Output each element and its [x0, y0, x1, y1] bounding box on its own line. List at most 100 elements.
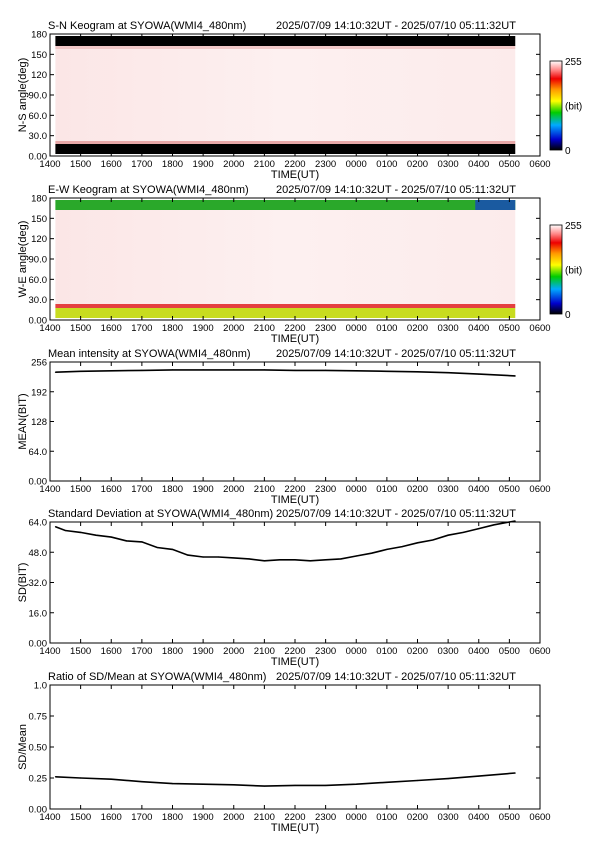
x-tick-label: 2300 [315, 159, 336, 170]
x-tick-label: 0600 [529, 323, 550, 334]
y-tick-label: 32.0 [29, 578, 48, 589]
panel-title: Ratio of SD/Mean at SYOWA(WMI4_480nm) [48, 671, 266, 683]
x-tick-label: 1600 [101, 159, 122, 170]
x-tick-label: 0300 [438, 323, 459, 334]
x-tick-label: 1800 [162, 646, 183, 657]
x-tick-label: 2100 [254, 159, 275, 170]
data-point [54, 371, 57, 373]
x-tick-label: 2300 [315, 484, 336, 495]
panel-title: S-N Keogram at SYOWA(WMI4_480nm) [48, 20, 246, 32]
series-line [55, 520, 516, 562]
x-tick-label: 0100 [376, 484, 397, 495]
x-tick-label: 2300 [315, 323, 336, 334]
time-range: 2025/07/09 14:10:32UT - 2025/07/10 05:11… [276, 508, 516, 520]
keogram-bottom-edge [55, 144, 516, 154]
x-tick-label: 1800 [162, 159, 183, 170]
data-point [340, 558, 342, 560]
colorbar-unit-label: (bit) [565, 266, 582, 277]
x-tick-label: 0500 [499, 323, 520, 334]
x-tick-label: 1400 [39, 646, 60, 657]
y-tick-label: 60.0 [29, 111, 48, 122]
time-range: 2025/07/09 14:10:32UT - 2025/07/10 05:11… [276, 184, 516, 196]
keogram-top-edge [55, 200, 516, 210]
y-tick-label: 150 [31, 214, 47, 225]
y-axis-label: MEAN(BIT) [17, 393, 29, 449]
x-tick-label: 2200 [284, 159, 305, 170]
x-tick-label: 0300 [438, 484, 459, 495]
data-point [447, 778, 449, 780]
data-point [80, 370, 82, 372]
y-tick-label: 0.50 [29, 743, 48, 754]
data-point [416, 542, 419, 544]
y-tick-label: 120 [31, 70, 47, 81]
x-tick-label: 0100 [376, 159, 397, 170]
data-point [202, 556, 204, 558]
y-tick-label: 0.00 [29, 316, 48, 327]
data-point [386, 781, 388, 783]
y-tick-label: 0.00 [29, 805, 48, 816]
x-tick-label: 2000 [223, 323, 244, 334]
panel-5: Ratio of SD/Mean at SYOWA(WMI4_480nm) 202… [17, 671, 551, 834]
data-point [478, 528, 480, 530]
y-tick-label: 180 [31, 194, 47, 205]
x-tick-label: 0500 [499, 484, 520, 495]
data-point [309, 560, 311, 562]
x-tick-label: 1700 [131, 323, 152, 334]
data-point [294, 784, 296, 787]
data-point [325, 784, 327, 787]
x-tick-label: 0400 [468, 812, 489, 823]
data-point [263, 560, 265, 562]
data-point [294, 369, 296, 371]
x-tick-label: 1700 [131, 159, 152, 170]
x-tick-label: 0400 [468, 484, 489, 495]
y-tick-label: 64.0 [29, 447, 48, 458]
data-point [171, 782, 174, 785]
x-tick-label: 2100 [254, 323, 275, 334]
data-point [355, 370, 357, 372]
x-tick-label: 0000 [346, 323, 367, 334]
x-tick-label: 0500 [499, 646, 520, 657]
y-tick-label: 16.0 [29, 608, 48, 619]
data-point [233, 369, 235, 371]
x-tick-label: 1400 [39, 159, 60, 170]
data-point [217, 556, 220, 558]
data-point [325, 559, 327, 561]
data-point [416, 371, 419, 373]
data-point [110, 370, 112, 372]
plot-frame [49, 684, 541, 810]
series-line [55, 772, 516, 787]
data-point [447, 534, 449, 536]
colorbar [549, 60, 563, 151]
data-point [263, 785, 265, 787]
y-tick-label: 0.00 [29, 152, 48, 163]
data-point [156, 546, 158, 549]
data-point [248, 558, 250, 560]
x-axis-label: TIME(UT) [271, 169, 319, 181]
x-tick-label: 0500 [499, 159, 520, 170]
time-range: 2025/07/09 14:10:32UT - 2025/07/10 05:11… [276, 20, 516, 32]
data-point [355, 555, 357, 557]
x-tick-label: 0300 [438, 646, 459, 657]
y-axis-label: W-E angle(deg) [17, 221, 29, 298]
x-tick-label: 0300 [438, 159, 459, 170]
x-tick-label: 2000 [223, 646, 244, 657]
data-point [141, 369, 143, 371]
x-tick-label: 1600 [101, 323, 122, 334]
x-tick-label: 0200 [407, 159, 428, 170]
x-tick-label: 2200 [284, 323, 305, 334]
x-tick-label: 0000 [346, 159, 367, 170]
colorbar-min-label: 0 [565, 310, 571, 321]
x-tick-label: 2200 [284, 646, 305, 657]
keogram-top-edge [55, 36, 516, 46]
data-point [325, 369, 327, 371]
data-point [202, 369, 204, 371]
x-tick-label: 1400 [39, 484, 60, 495]
data-point [432, 539, 434, 541]
x-tick-label: 2100 [254, 646, 275, 657]
x-tick-label: 1500 [70, 159, 91, 170]
keogram-body [55, 36, 516, 154]
data-point [54, 776, 57, 778]
data-point [171, 369, 174, 371]
x-tick-label: 0000 [346, 484, 367, 495]
